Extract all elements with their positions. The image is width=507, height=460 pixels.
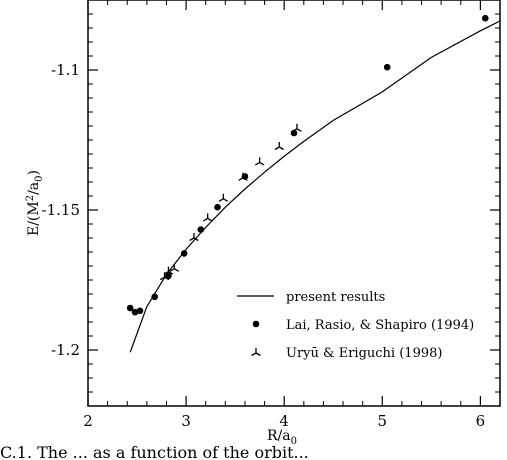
data-point-uryu-eriguchi (218, 193, 229, 202)
data-point-lai-rasio-shapiro (481, 14, 489, 22)
y-axis-label-subscript: 0 (34, 175, 45, 181)
x-axis: 2 3 4 5 6 (83, 0, 485, 430)
y-axis-label-superscript: 2 (25, 195, 36, 201)
data-point-lai-rasio-shapiro (180, 250, 188, 257)
plot-frame (87, 0, 501, 407)
series-layer (126, 14, 501, 353)
x-tick-label: 5 (378, 412, 388, 430)
data-point-uryu-eriguchi (203, 213, 213, 222)
legend-tristar-swatch (251, 348, 261, 357)
data-point-lai-rasio-shapiro (383, 63, 391, 71)
data-point-lai-rasio-shapiro (290, 129, 298, 137)
x-tick-label: 2 (83, 412, 93, 430)
data-point-lai-rasio-shapiro (197, 226, 205, 233)
data-point-lai-rasio-shapiro (151, 293, 159, 301)
data-point-lai-rasio-shapiro (136, 307, 144, 315)
legend-label: present results (286, 290, 385, 305)
y-axis: -1.1 -1.15 -1.2 (42, 13, 500, 393)
series-line-present-results (129, 20, 501, 353)
data-point-uryu-eriguchi (274, 142, 284, 151)
data-point-uryu-eriguchi (189, 233, 199, 242)
data-point-uryu-eriguchi (238, 172, 248, 181)
x-tick-label: 4 (279, 412, 289, 430)
data-point-lai-rasio-shapiro (214, 203, 221, 211)
data-point-uryu-eriguchi (163, 266, 174, 275)
data-point-uryu-eriguchi (254, 157, 265, 166)
data-point-uryu-eriguchi (159, 272, 170, 281)
y-axis-label: E/(M2/a0) (25, 170, 45, 236)
legend-circle-swatch (252, 320, 260, 328)
legend: present results Lai, Rasio, & Shapiro (19… (237, 290, 474, 361)
x-tick-label: 6 (476, 412, 486, 430)
y-tick-label: -1.1 (51, 61, 80, 79)
x-axis-label-subscript: 0 (291, 436, 297, 447)
x-axis-label: R/a0 (267, 428, 297, 447)
legend-label: Lai, Rasio, & Shapiro (1994) (286, 318, 474, 333)
caption-fragment: C.1. The ... as a function of the orbit.… (0, 443, 309, 460)
y-tick-label: -1.15 (42, 201, 80, 219)
legend-label: Uryū & Eriguchi (1998) (286, 346, 442, 361)
data-point-uryu-eriguchi (169, 263, 179, 272)
data-point-lai-rasio-shapiro (165, 272, 172, 280)
data-point-lai-rasio-shapiro (126, 304, 134, 312)
y-tick-label: -1.2 (51, 341, 80, 359)
y-axis-label-suffix: ) (26, 170, 42, 175)
x-tick-label: 3 (181, 412, 191, 430)
y-axis-label-mid: /a (26, 182, 42, 195)
data-point-uryu-eriguchi (292, 123, 302, 132)
